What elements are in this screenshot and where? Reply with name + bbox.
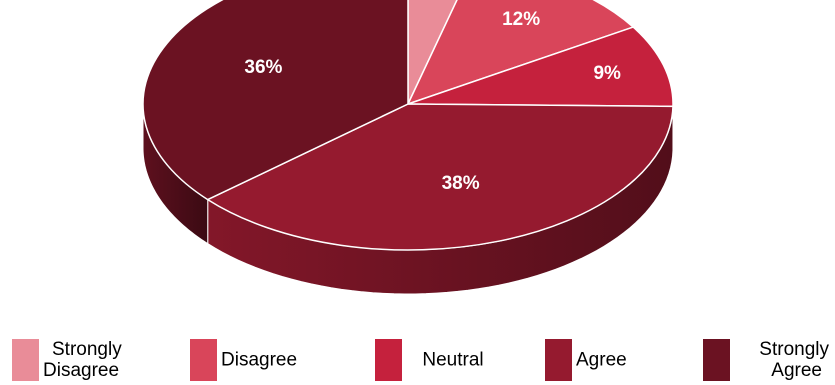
legend-label: Neutral <box>422 350 483 371</box>
legend-swatch <box>703 339 730 381</box>
pie-tops <box>142 0 674 251</box>
data-label-agree: 38% <box>442 173 480 194</box>
legend-label: Disagree <box>43 360 119 381</box>
slice-agree <box>206 103 674 251</box>
slice-neutral <box>407 26 674 108</box>
legend-label: Disagree <box>221 350 297 371</box>
data-label-strongly-agree: 36% <box>244 57 282 78</box>
legend-label: Agree <box>576 350 627 371</box>
slice-disagree <box>407 0 634 105</box>
slice-labels: 4%12%9%38%36% <box>244 9 621 194</box>
slice-strongly-agree <box>142 0 409 201</box>
legend-swatch <box>375 339 402 381</box>
legend-item-disagree: Disagree <box>190 339 297 381</box>
data-label-disagree: 12% <box>502 9 540 30</box>
legend-label: Agree <box>771 360 822 381</box>
legend-label: Strongly <box>52 339 122 360</box>
legend-swatch <box>190 339 217 381</box>
legend-item-agree: Agree <box>545 339 627 381</box>
legend-swatch <box>545 339 572 381</box>
data-label-neutral: 9% <box>593 63 621 84</box>
legend-label: Strongly <box>759 339 829 360</box>
legend-swatch <box>12 339 39 381</box>
legend-item-neutral: Neutral <box>375 339 484 381</box>
